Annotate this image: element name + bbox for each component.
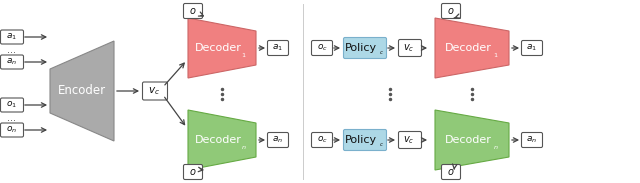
- Text: $o_c$: $o_c$: [317, 135, 328, 145]
- FancyBboxPatch shape: [442, 165, 461, 180]
- Text: $a_n$: $a_n$: [6, 57, 17, 67]
- Polygon shape: [435, 18, 509, 78]
- FancyBboxPatch shape: [522, 40, 543, 55]
- Text: $o$: $o$: [447, 167, 455, 177]
- FancyBboxPatch shape: [344, 38, 387, 59]
- Text: $o_1$: $o_1$: [6, 100, 17, 110]
- Text: $v_c$: $v_c$: [403, 134, 415, 146]
- Text: $_n$: $_n$: [241, 143, 247, 152]
- FancyBboxPatch shape: [1, 30, 24, 44]
- Text: $_1$: $_1$: [493, 51, 499, 59]
- FancyBboxPatch shape: [184, 3, 202, 18]
- Text: $_1$: $_1$: [241, 51, 247, 59]
- Text: $o$: $o$: [447, 6, 455, 16]
- Text: ...: ...: [8, 45, 17, 55]
- Text: $_c$: $_c$: [378, 141, 383, 149]
- FancyBboxPatch shape: [143, 82, 168, 100]
- Text: $o$: $o$: [189, 6, 196, 16]
- Text: $v_c$: $v_c$: [403, 42, 415, 54]
- FancyBboxPatch shape: [344, 130, 387, 150]
- FancyBboxPatch shape: [1, 55, 24, 69]
- Text: $v_c$: $v_c$: [148, 85, 160, 97]
- Text: $o$: $o$: [189, 167, 196, 177]
- Text: $a_1$: $a_1$: [527, 43, 538, 53]
- Polygon shape: [188, 18, 256, 78]
- Text: Policy: Policy: [345, 135, 377, 145]
- Text: $o_c$: $o_c$: [317, 43, 328, 53]
- FancyBboxPatch shape: [268, 132, 289, 147]
- FancyBboxPatch shape: [399, 132, 422, 148]
- Text: Decoder: Decoder: [195, 43, 241, 53]
- Text: $_n$: $_n$: [493, 143, 499, 152]
- Text: Decoder: Decoder: [195, 135, 241, 145]
- FancyBboxPatch shape: [184, 165, 202, 180]
- Polygon shape: [50, 41, 114, 141]
- Polygon shape: [435, 110, 509, 170]
- FancyBboxPatch shape: [1, 98, 24, 112]
- FancyBboxPatch shape: [1, 123, 24, 137]
- Text: $a_n$: $a_n$: [527, 135, 538, 145]
- Text: $a_1$: $a_1$: [6, 32, 17, 42]
- FancyBboxPatch shape: [399, 40, 422, 57]
- Text: Policy: Policy: [345, 43, 377, 53]
- Polygon shape: [188, 110, 256, 170]
- Text: $_c$: $_c$: [378, 49, 383, 57]
- FancyBboxPatch shape: [522, 132, 543, 147]
- FancyBboxPatch shape: [268, 40, 289, 55]
- Text: Decoder: Decoder: [445, 43, 492, 53]
- Text: $o_n$: $o_n$: [6, 125, 17, 135]
- Text: Decoder: Decoder: [445, 135, 492, 145]
- Text: Encoder: Encoder: [58, 85, 106, 98]
- FancyBboxPatch shape: [442, 3, 461, 18]
- Text: ...: ...: [8, 113, 17, 123]
- FancyBboxPatch shape: [312, 132, 333, 147]
- Text: $a_n$: $a_n$: [273, 135, 284, 145]
- Text: $a_1$: $a_1$: [273, 43, 284, 53]
- FancyBboxPatch shape: [312, 40, 333, 55]
